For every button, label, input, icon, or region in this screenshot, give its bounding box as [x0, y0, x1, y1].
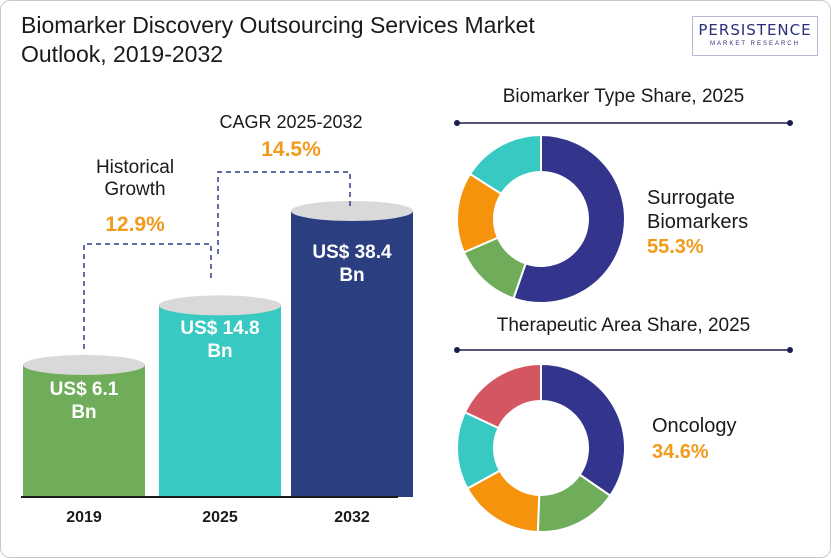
divider-top: [454, 120, 793, 126]
therapeutic-area-title: Therapeutic Area Share, 2025: [496, 315, 751, 336]
bar-label-2019-line-1: US$ 6.1: [49, 379, 119, 400]
historical-growth-value: 12.9%: [105, 213, 165, 236]
x-tick-2032: 2032: [334, 509, 370, 526]
bar-2019: [23, 354, 145, 497]
brand-logo: PERSISTENCE MARKET RESEARCH: [692, 16, 818, 56]
bar-2025: [159, 295, 281, 497]
bar-label-2025: US$ 14.8 Bn: [159, 317, 281, 363]
therapeutic-highlight-label: Oncology: [652, 415, 737, 437]
bar-label-2025-line-1: US$ 14.8: [180, 318, 260, 339]
divider-bottom: [454, 347, 793, 353]
bar-label-2032-line-2: Bn: [339, 265, 365, 286]
bar-label-2019: US$ 6.1 Bn: [23, 378, 145, 424]
bar-chart: [23, 201, 413, 497]
biomarker-highlight-label: Surrogate Biomarkers: [647, 186, 748, 234]
x-tick-2025: 2025: [202, 509, 238, 526]
bar-label-2025-line-2: Bn: [207, 341, 233, 362]
logo-brand: PERSISTENCE: [698, 21, 812, 39]
historical-line-2: Growth: [104, 179, 166, 200]
cagr-connector: [217, 171, 351, 254]
biomarker-highlight-line-1: Surrogate: [647, 187, 735, 209]
biomarker-highlight-line-2: Biomarkers: [647, 211, 749, 233]
page-title: Biomarker Discovery Outsourcing Services…: [21, 11, 535, 69]
historical-line-1: Historical: [95, 157, 175, 178]
cagr-value: 14.5%: [261, 138, 321, 161]
donut1-slice-1: [512, 133, 626, 304]
donut-biomarker-type: [456, 133, 626, 304]
biomarker-type-title: Biomarker Type Share, 2025: [502, 86, 745, 107]
bar-label-2032: US$ 38.4 Bn: [291, 241, 413, 287]
bar-2032: [291, 201, 413, 497]
cagr-label: CAGR 2025-2032: [219, 112, 363, 132]
title-line-2: Outlook, 2019-2032: [21, 41, 224, 67]
donut-therapeutic-area: [456, 362, 626, 533]
bar-label-2032-line-1: US$ 38.4: [312, 242, 392, 263]
x-tick-2019: 2019: [66, 509, 102, 526]
bar-label-2019-line-2: Bn: [71, 402, 97, 423]
donut1-slice-4: [468, 133, 542, 196]
therapeutic-highlight-value: 34.6%: [652, 441, 709, 463]
biomarker-highlight-value: 55.3%: [647, 236, 704, 258]
title-line-1: Biomarker Discovery Outsourcing Services…: [21, 12, 535, 38]
donut2-slice-5: [463, 362, 542, 430]
logo-subtitle: MARKET RESEARCH: [710, 41, 800, 47]
donut2-slice-1: [540, 362, 626, 498]
historical-growth-label: Historical Growth: [75, 157, 195, 201]
